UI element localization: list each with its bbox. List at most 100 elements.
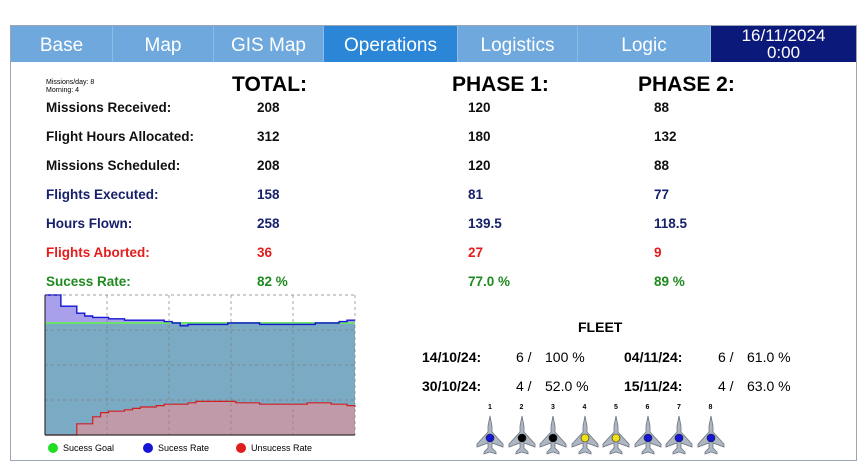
fleet-count: 4 /: [718, 378, 734, 394]
aircraft-item[interactable]: 3: [538, 404, 568, 461]
jet-icon: [665, 415, 693, 455]
jet-icon: [539, 415, 567, 455]
legend-dot-icon: [48, 443, 58, 453]
morning-missions: Morning: 4: [46, 87, 80, 94]
total-value: 36: [257, 245, 273, 260]
phase1-value: 139.5: [468, 216, 502, 231]
missions-per-day: Missions/day: 8: [46, 79, 95, 86]
aircraft-item[interactable]: 7: [664, 404, 694, 461]
aircraft-item[interactable]: 1: [475, 404, 505, 461]
row-label: Flights Aborted:: [46, 245, 150, 260]
date-time-display: 16/11/2024 0:00: [711, 26, 856, 62]
fleet-date: 15/11/24:: [624, 378, 683, 394]
fleet-percent: 63.0 %: [747, 378, 791, 394]
aircraft-item[interactable]: 6: [633, 404, 663, 461]
row-label: Sucess Rate:: [46, 274, 131, 289]
aircraft-item[interactable]: 5: [601, 404, 631, 461]
fleet-percent: 100 %: [545, 349, 585, 365]
jet-icon: [697, 415, 724, 455]
aircraft-status-dot: [485, 433, 495, 443]
aircraft-status-dot: [517, 433, 526, 443]
jet-icon: [634, 415, 661, 455]
legend-label: Sucess Goal: [63, 443, 115, 453]
phase1-value: 27: [468, 245, 484, 260]
aircraft-status-dot: [706, 433, 715, 443]
row-label: Flight Hours Allocated:: [46, 129, 194, 144]
phase1-value: 77.0 %: [468, 274, 511, 289]
phase2-value: 89 %: [654, 274, 685, 289]
aircraft-number: 1: [488, 404, 492, 411]
legend-dot-icon: [236, 443, 246, 453]
nav-bar: Base Map GIS Map Operations Logistics Lo…: [11, 26, 856, 62]
jet-icon: [571, 415, 598, 455]
aircraft-number: 7: [677, 404, 681, 411]
legend-item: Unsucess Rate: [236, 443, 312, 453]
tab-gis-map[interactable]: GIS Map: [214, 26, 324, 62]
aircraft-number: 8: [708, 404, 713, 411]
fleet-date: 04/11/24:: [624, 349, 683, 365]
phase2-value: 132: [654, 129, 677, 144]
total-value: 258: [257, 216, 280, 231]
tab-base[interactable]: Base: [11, 26, 113, 62]
aircraft-item[interactable]: 8: [696, 404, 726, 461]
total-value: 312: [257, 129, 280, 144]
legend-item: Sucess Rate: [143, 443, 209, 453]
aircraft-status-dot: [580, 433, 589, 443]
fleet-percent: 52.0 %: [545, 378, 589, 394]
fleet-count: 6 /: [516, 349, 532, 365]
aircraft-status-dot: [674, 433, 684, 443]
time-display: 0:00: [766, 43, 801, 62]
aircraft-number: 2: [519, 404, 524, 411]
row-label: Missions Received:: [46, 100, 172, 115]
row-label: Missions Scheduled:: [46, 158, 181, 173]
total-value: 208: [257, 158, 280, 173]
date-display: 16/11/2024: [741, 26, 826, 45]
jet-icon: [508, 415, 535, 455]
legend-dot-icon: [143, 443, 153, 453]
phase2-value: 118.5: [654, 216, 688, 231]
phase1-value: 120: [468, 100, 491, 115]
aircraft-number: 4: [582, 404, 587, 411]
aircraft-item[interactable]: 4: [570, 404, 600, 461]
row-label: Hours Flown:: [46, 216, 133, 231]
legend-label: Sucess Rate: [158, 443, 210, 453]
success-rate-line: [45, 294, 355, 327]
tab-logic[interactable]: Logic: [578, 26, 711, 62]
fleet-date: 30/10/24:: [422, 378, 482, 394]
tab-logistics[interactable]: Logistics: [458, 26, 578, 62]
phase1-value: 180: [468, 129, 491, 144]
phase1-header: PHASE 1:: [452, 73, 549, 96]
unsuccess-rate-line: [45, 400, 356, 436]
fleet-title: FLEET: [578, 319, 623, 335]
aircraft-number: 5: [614, 404, 618, 411]
aircraft-status-dot: [643, 433, 652, 443]
total-value: 82 %: [257, 274, 288, 289]
phase2-value: 9: [654, 245, 662, 260]
total-header: TOTAL:: [232, 73, 308, 96]
fleet-percent: 61.0 %: [747, 349, 791, 365]
row-label: Flights Executed:: [46, 187, 159, 202]
aircraft-status-dot: [548, 433, 558, 443]
success-rate-chart: [44, 294, 356, 436]
phase2-value: 77: [654, 187, 670, 202]
phase1-value: 81: [468, 187, 484, 202]
tab-operations[interactable]: Operations: [324, 26, 458, 62]
legend-label: Unsucess Rate: [251, 443, 313, 453]
fleet-count: 4 /: [516, 378, 532, 394]
tab-map[interactable]: Map: [113, 26, 214, 62]
phase2-value: 88: [654, 100, 670, 115]
total-value: 158: [257, 187, 280, 202]
aircraft-number: 6: [645, 404, 650, 411]
phase2-header: PHASE 2:: [638, 73, 735, 96]
phase1-value: 120: [468, 158, 491, 173]
aircraft-item[interactable]: 2: [507, 404, 537, 461]
total-value: 208: [257, 100, 280, 115]
aircraft-number: 3: [551, 404, 555, 411]
phase2-value: 88: [654, 158, 670, 173]
jet-icon: [476, 415, 504, 455]
fleet-date: 14/10/24:: [422, 349, 482, 365]
legend-item: Sucess Goal: [48, 443, 114, 453]
jet-icon: [602, 415, 630, 455]
aircraft-status-dot: [611, 433, 621, 443]
unsuccess-rate-area: [45, 401, 355, 435]
